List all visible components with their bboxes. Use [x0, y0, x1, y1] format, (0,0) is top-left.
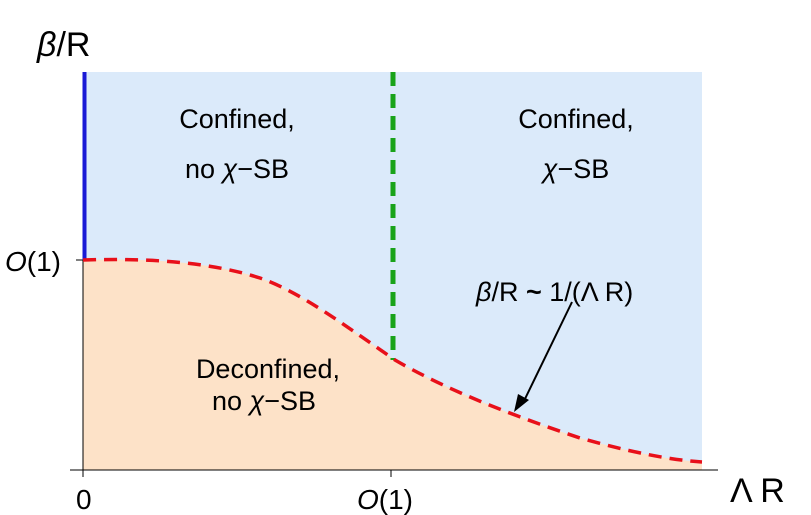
region-label-deconfined-line2: no χ−SB — [212, 386, 316, 416]
region-label-confined-no-chisb-line2: no χ−SB — [185, 154, 289, 184]
boundary-annotation-label: β/R ~ 1/(Λ R) — [475, 277, 633, 307]
y-tick-label: O(1) — [5, 246, 61, 277]
region-label-confined-chisb-line1: Confined, — [518, 104, 634, 134]
x-axis-label: Λ R — [730, 472, 785, 510]
deconfinement-boundary-curve — [82, 257, 703, 464]
annotation-arrow-head — [514, 394, 529, 412]
x-tick-label-origin: 0 — [76, 484, 92, 515]
annotation-arrow-shaft — [522, 301, 573, 404]
y-axis-label: β/R — [36, 26, 90, 64]
deconfined-region — [83, 259, 702, 470]
region-label-deconfined-line1: Deconfined, — [196, 354, 340, 384]
region-label-confined-no-chisb-line1: Confined, — [179, 104, 295, 134]
x-tick-label-o1: O(1) — [357, 484, 413, 515]
region-label-confined-chisb-line2: χ−SB — [541, 154, 610, 184]
